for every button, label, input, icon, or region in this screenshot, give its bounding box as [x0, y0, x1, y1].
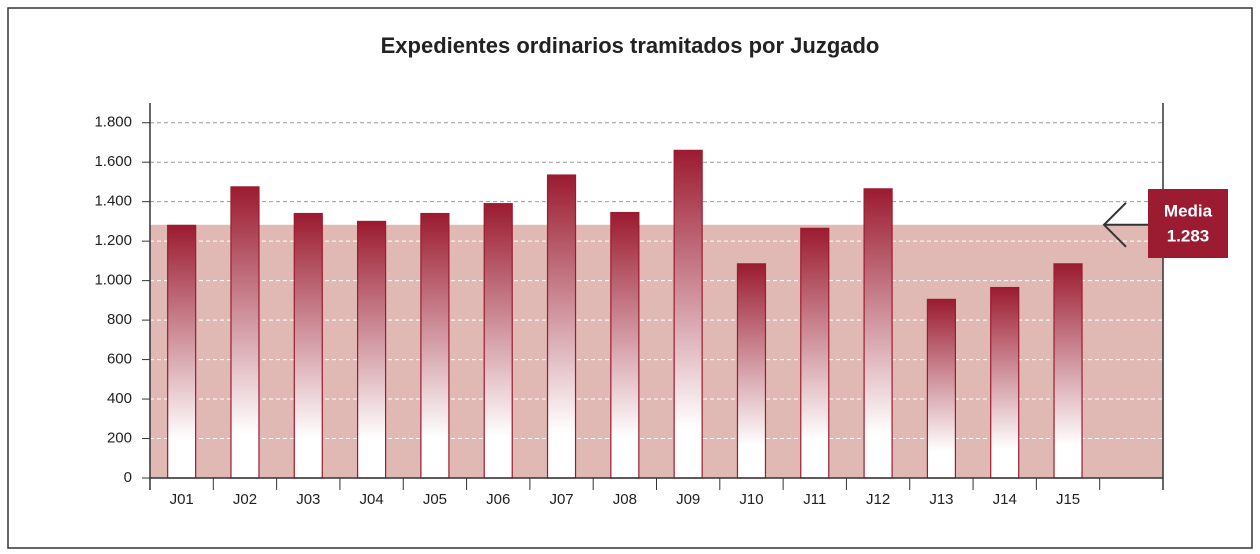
x-tick-label: J04	[360, 491, 384, 508]
x-tick-label: J01	[170, 491, 194, 508]
x-tick-label: J05	[423, 491, 447, 508]
mean-arrow	[1102, 202, 1155, 248]
bar	[356, 220, 387, 479]
bar	[1053, 263, 1083, 479]
x-tick-label: J15	[1056, 491, 1080, 508]
y-tick-label: 1.000	[94, 272, 132, 289]
y-tick-label: 800	[107, 311, 132, 328]
x-tick-label: J12	[866, 491, 890, 508]
bar	[863, 188, 893, 479]
y-tick-label: 1.400	[94, 193, 132, 210]
y-tick-label: 600	[107, 351, 132, 368]
bar	[546, 174, 577, 479]
x-tick-label: J08	[613, 491, 637, 508]
bar	[800, 227, 830, 479]
x-tick-label: J03	[296, 491, 320, 508]
mean-value-label: 1.283	[1167, 226, 1210, 245]
bar	[420, 212, 450, 479]
bar	[230, 186, 260, 479]
bar	[673, 149, 703, 479]
y-tick-label: 200	[107, 429, 132, 446]
x-tick-label: J11	[803, 491, 826, 508]
bar	[736, 263, 767, 479]
bar	[167, 224, 197, 479]
x-tick-label: J02	[233, 491, 257, 508]
x-tick-label: J10	[739, 491, 763, 508]
y-tick-label: 1.800	[94, 114, 132, 131]
bar	[990, 286, 1020, 479]
x-tick-label: J14	[993, 491, 1017, 508]
bar	[483, 203, 513, 479]
y-tick-label: 1.200	[94, 232, 132, 249]
x-tick-label: J09	[676, 491, 700, 508]
y-tick-label: 1.600	[94, 153, 132, 170]
x-tick-label: J07	[549, 491, 573, 508]
y-tick-label: 400	[107, 390, 132, 407]
chart-title: Expedientes ordinarios tramitados por Ju…	[381, 33, 880, 58]
x-tick-label: J13	[929, 491, 953, 508]
mean-box	[1148, 189, 1228, 258]
x-tick-label: J06	[486, 491, 510, 508]
bar	[293, 212, 323, 479]
bar	[610, 211, 640, 479]
bar	[926, 298, 957, 479]
mean-label: Media	[1164, 201, 1213, 220]
y-tick-label: 0	[124, 469, 132, 486]
